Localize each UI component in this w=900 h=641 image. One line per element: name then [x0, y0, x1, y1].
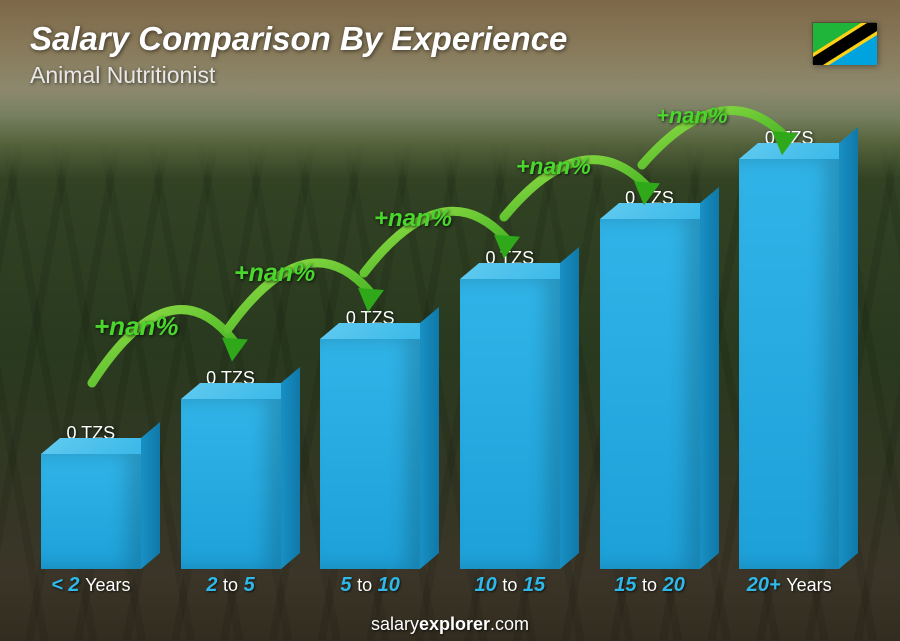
x-axis-label: 20+ Years [728, 574, 850, 597]
bar-group: 0 TZS [728, 128, 850, 569]
credit-suffix: .com [490, 614, 529, 634]
credit-prefix: salary [371, 614, 419, 634]
bar-group: 0 TZS [309, 308, 431, 569]
bar-side-face [420, 307, 439, 569]
chart-title: Salary Comparison By Experience [30, 20, 870, 58]
bar [739, 159, 839, 569]
bar-group: 0 TZS [170, 368, 292, 569]
bar-side-face [281, 367, 300, 569]
bar-front-face [41, 454, 141, 569]
bar-group: 0 TZS [449, 248, 571, 569]
bar-side-face [141, 422, 160, 569]
bar-front-face [181, 399, 281, 569]
bar-chart: 0 TZS 0 TZS 0 TZS 0 TZS 0 TZS [30, 129, 850, 569]
chart-subtitle: Animal Nutritionist [30, 62, 870, 89]
bar-front-face [600, 219, 700, 569]
x-axis-label: 2 to 5 [170, 574, 292, 597]
x-axis-label: 5 to 10 [309, 574, 431, 597]
bar [600, 219, 700, 569]
bar-front-face [320, 339, 420, 569]
chart-stage: Salary Comparison By Experience Animal N… [0, 0, 900, 641]
growth-pct: +nan% [656, 103, 728, 129]
bar-side-face [700, 187, 719, 569]
bar-side-face [839, 127, 858, 569]
growth-pct: +nan% [94, 311, 179, 342]
credit-bold: explorer [419, 614, 490, 634]
bar-side-face [560, 247, 579, 569]
growth-pct: +nan% [234, 259, 315, 288]
bar [460, 279, 560, 569]
bar [181, 399, 281, 569]
bar [41, 454, 141, 569]
x-axis-label: 15 to 20 [589, 574, 711, 597]
attribution: salaryexplorer.com [0, 614, 900, 635]
x-axis-label: 10 to 15 [449, 574, 571, 597]
bar-front-face [460, 279, 560, 569]
growth-pct: +nan% [374, 205, 452, 233]
bar-group: 0 TZS [30, 423, 152, 569]
country-flag-tanzania [812, 22, 876, 64]
bar [320, 339, 420, 569]
x-axis-label: < 2 Years [30, 574, 152, 597]
bar-group: 0 TZS [589, 188, 711, 569]
bar-front-face [739, 159, 839, 569]
x-axis-labels: < 2 Years 2 to 5 5 to 10 10 to 15 15 to 20 20… [30, 574, 850, 597]
growth-pct: +nan% [516, 153, 591, 180]
